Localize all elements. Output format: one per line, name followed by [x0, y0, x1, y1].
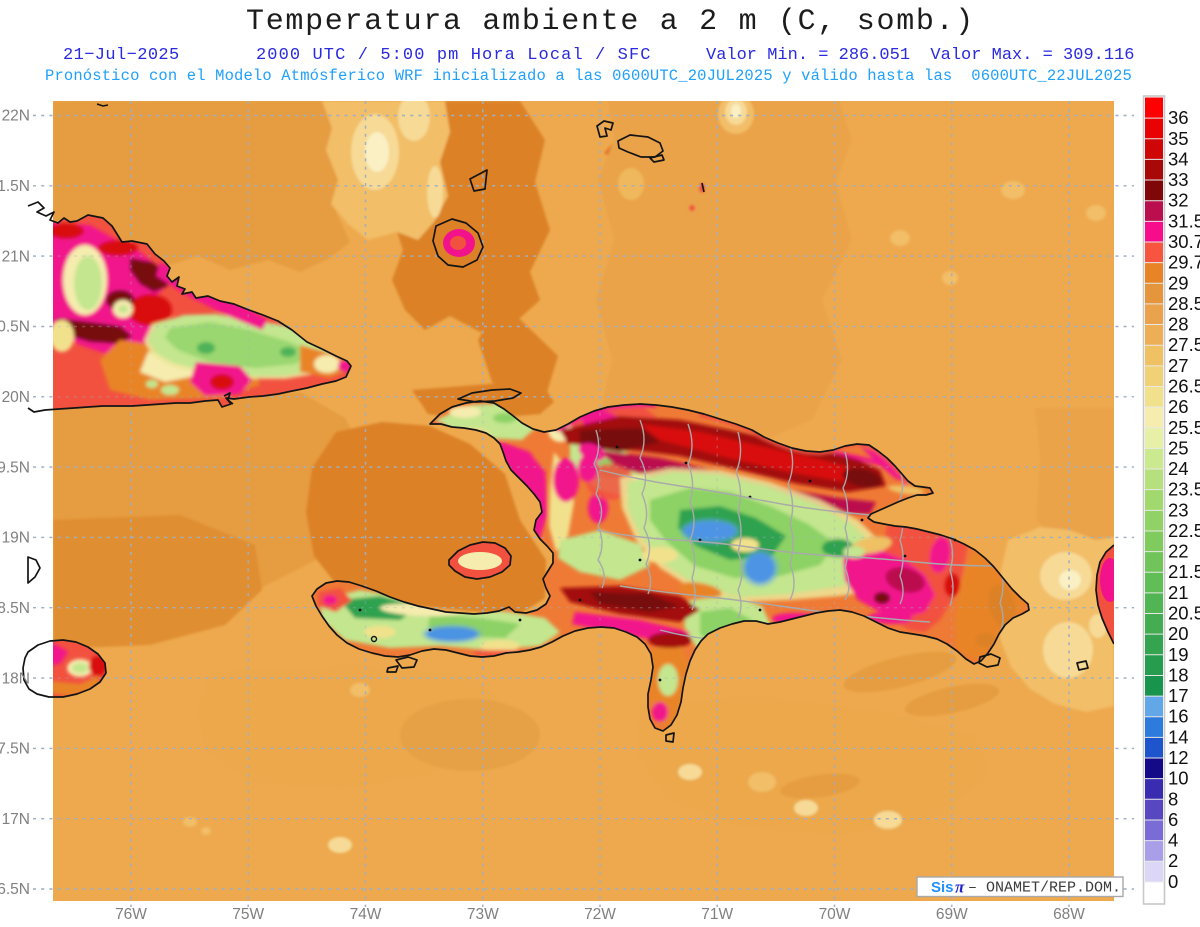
svg-text:74W: 74W [350, 906, 382, 923]
svg-text:16: 16 [1168, 706, 1189, 727]
svg-text:6: 6 [1168, 809, 1178, 830]
svg-text:28.5: 28.5 [1168, 293, 1200, 314]
svg-text:35: 35 [1168, 128, 1189, 149]
svg-text:71W: 71W [701, 906, 733, 923]
svg-text:33: 33 [1168, 169, 1189, 190]
svg-text:18: 18 [1168, 664, 1189, 685]
svg-text:21: 21 [1168, 582, 1189, 603]
svg-text:18N: 18N [2, 670, 30, 687]
svg-text:– ONAMET/REP.DOM.: – ONAMET/REP.DOM. [968, 880, 1121, 897]
svg-text:2: 2 [1168, 850, 1178, 871]
svg-text:26: 26 [1168, 396, 1189, 417]
svg-text:34: 34 [1168, 148, 1189, 169]
svg-text:23: 23 [1168, 499, 1189, 520]
svg-text:73W: 73W [467, 906, 499, 923]
svg-text:19: 19 [1168, 644, 1189, 665]
svg-text:26.5: 26.5 [1168, 376, 1200, 397]
svg-text:22N: 22N [2, 108, 30, 125]
svg-text:24: 24 [1168, 458, 1189, 479]
svg-text:28: 28 [1168, 314, 1189, 335]
svg-text:4: 4 [1168, 830, 1178, 851]
svg-text:7.5N: 7.5N [0, 741, 30, 758]
svg-text:12: 12 [1168, 747, 1189, 768]
svg-text:30.7: 30.7 [1168, 231, 1200, 252]
svg-text:19N: 19N [2, 530, 30, 547]
svg-text:9.5N: 9.5N [0, 459, 30, 476]
svg-text:68W: 68W [1053, 906, 1085, 923]
svg-text:17: 17 [1168, 685, 1189, 706]
svg-text:Sis: Sis [931, 879, 954, 896]
svg-text:22: 22 [1168, 541, 1189, 562]
svg-text:8: 8 [1168, 788, 1178, 809]
svg-text:23.5: 23.5 [1168, 479, 1200, 500]
svg-text:69W: 69W [936, 906, 968, 923]
svg-text:17N: 17N [2, 811, 30, 828]
svg-text:31.5: 31.5 [1168, 210, 1200, 231]
svg-text:20N: 20N [2, 389, 30, 406]
svg-text:22.5: 22.5 [1168, 520, 1200, 541]
svg-text:20: 20 [1168, 623, 1189, 644]
svg-text:27: 27 [1168, 355, 1189, 376]
svg-text:20.5: 20.5 [1168, 603, 1200, 624]
svg-text:21.5: 21.5 [1168, 561, 1200, 582]
svg-text:8.5N: 8.5N [0, 600, 30, 617]
svg-text:76W: 76W [115, 906, 147, 923]
svg-text:29: 29 [1168, 272, 1189, 293]
svg-text:0: 0 [1168, 871, 1178, 892]
svg-text:π: π [955, 878, 965, 897]
svg-text:0.5N: 0.5N [0, 319, 30, 336]
svg-text:32: 32 [1168, 190, 1189, 211]
svg-text:75W: 75W [232, 906, 264, 923]
svg-text:1.5N: 1.5N [0, 178, 30, 195]
svg-text:25: 25 [1168, 437, 1189, 458]
svg-text:6.5N: 6.5N [0, 881, 30, 898]
svg-text:10: 10 [1168, 768, 1189, 789]
svg-text:36: 36 [1168, 107, 1189, 128]
svg-text:25.5: 25.5 [1168, 417, 1200, 438]
svg-text:29.7: 29.7 [1168, 252, 1200, 273]
svg-text:14: 14 [1168, 726, 1189, 747]
svg-text:27.5: 27.5 [1168, 334, 1200, 355]
svg-text:21N: 21N [2, 248, 30, 265]
svg-text:70W: 70W [819, 906, 851, 923]
svg-text:72W: 72W [584, 906, 616, 923]
